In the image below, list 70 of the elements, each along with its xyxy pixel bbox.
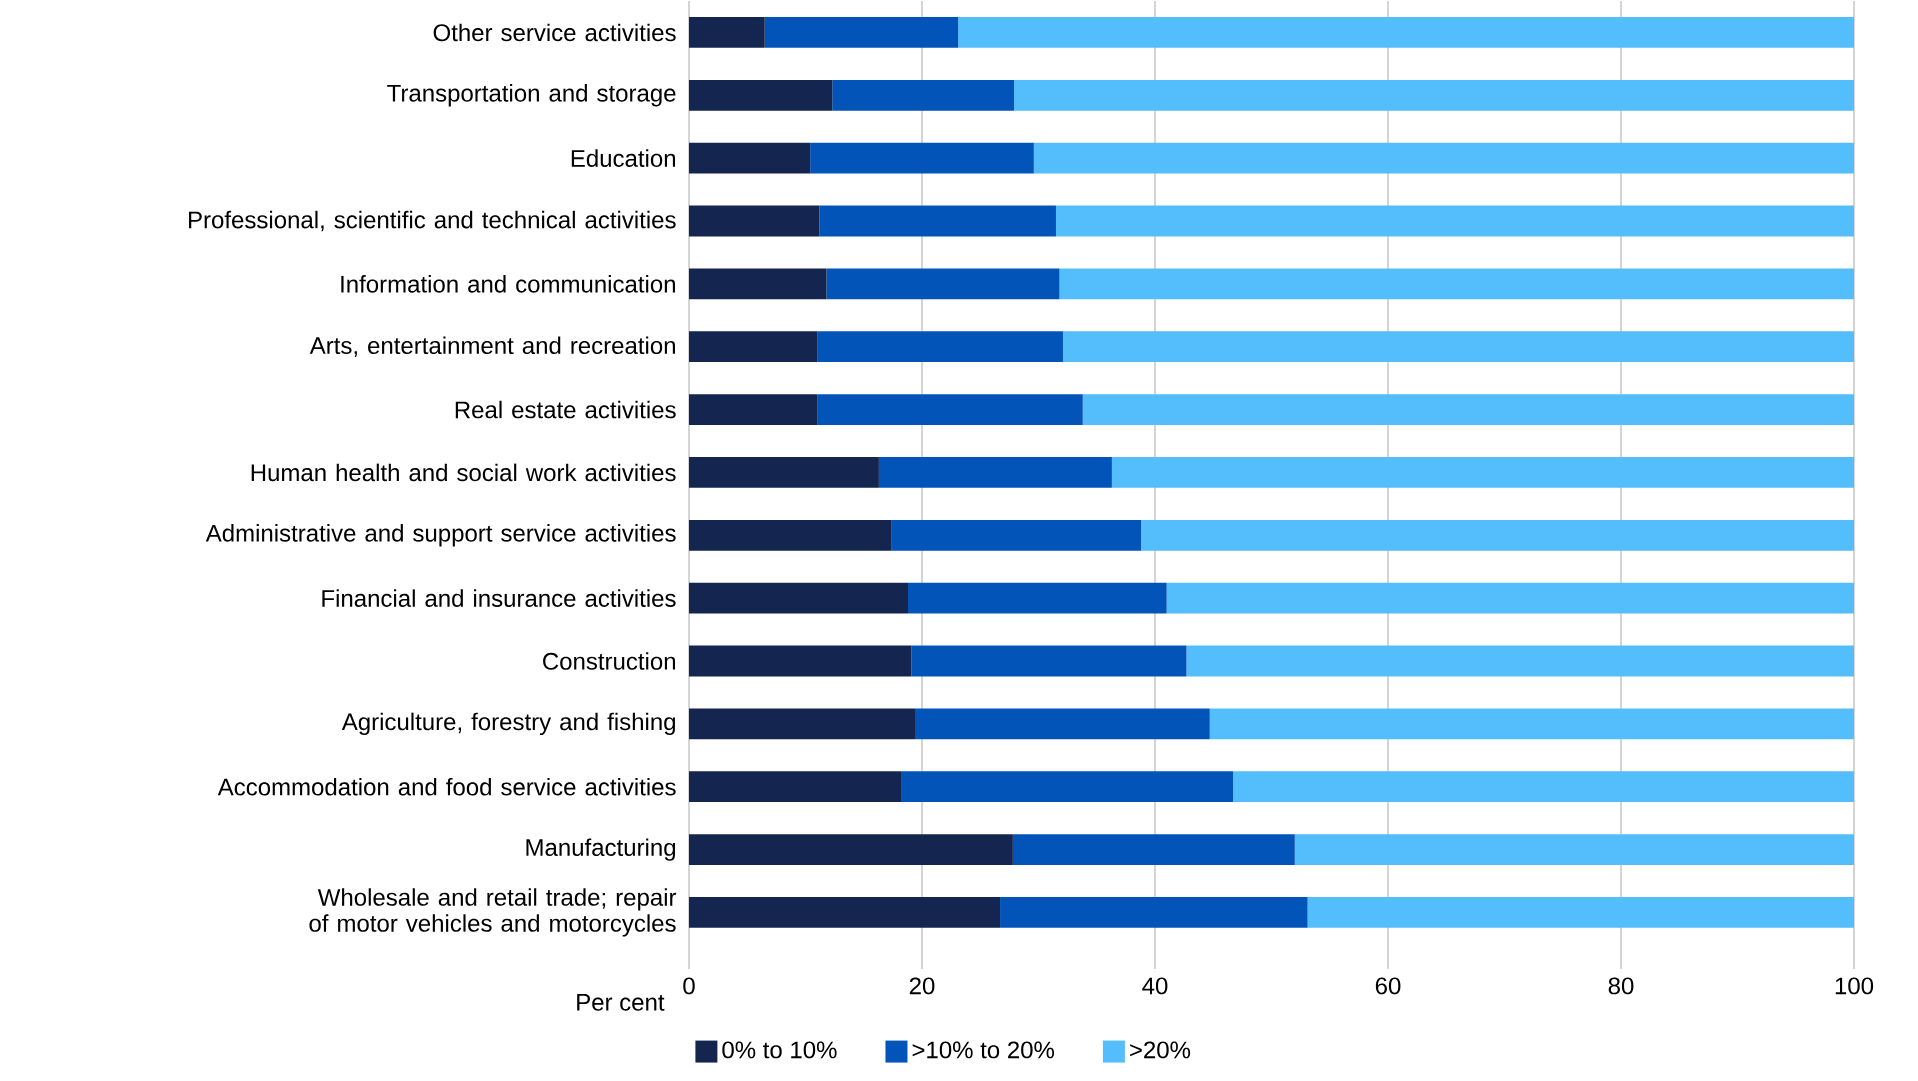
y-tick-label: Financial and insurance activities: [322, 589, 676, 607]
bar: [1186, 645, 1854, 677]
bar: [1059, 268, 1854, 300]
bar: [878, 457, 1112, 488]
bar: [689, 331, 818, 363]
bar: [1062, 331, 1854, 363]
bar: [1082, 394, 1854, 425]
bar: [911, 645, 1187, 677]
bar: [689, 394, 818, 425]
bar: [915, 708, 1210, 740]
y-tick-label: Agriculture, forestry and fishing: [341, 712, 675, 736]
bar: [689, 268, 827, 300]
y-tick-label: Administrative and support service activities: [205, 524, 676, 547]
x-tick-label: 40: [1142, 977, 1168, 995]
y-tick-label: Education: [571, 149, 676, 167]
bar: [1014, 79, 1854, 111]
bar: [1141, 519, 1854, 551]
bar: [901, 771, 1234, 803]
bar: [1111, 457, 1854, 488]
y-tick-label: Accommodation and food service activities: [217, 777, 676, 796]
y-tick-label: Human health and social work activities: [251, 463, 676, 482]
bar: [1033, 142, 1854, 174]
x-axis-title: Per cent: [577, 994, 665, 1011]
bar: [689, 142, 811, 174]
x-tick-label: 60: [1375, 977, 1401, 995]
bar: [958, 17, 1854, 48]
bar: [689, 519, 892, 551]
y-tick-label: Arts, entertainment and recreation: [309, 336, 675, 357]
y-tick-label: Professional, scientific and technical activities: [189, 210, 676, 232]
bar: [689, 645, 912, 677]
bar: [1012, 834, 1295, 865]
y-tick-label: Transportation and storage: [387, 84, 676, 107]
bar: [819, 205, 1056, 237]
y-tick-label: Construction: [543, 652, 676, 670]
bar: [1233, 771, 1854, 803]
bar: [1166, 582, 1854, 614]
bar: [1307, 897, 1854, 928]
y-tick-label: Manufacturing: [526, 838, 676, 861]
bar: [817, 394, 1083, 425]
y-tick-label: Real estate activities: [455, 400, 676, 419]
bar: [764, 17, 959, 48]
bar: [810, 142, 1034, 174]
y-tick-label: Other service activities: [433, 23, 676, 42]
legend-label: >20%: [1130, 1041, 1191, 1059]
bar: [689, 708, 916, 740]
bar: [689, 205, 820, 237]
legend-label: 0% to 10%: [722, 1041, 837, 1059]
bar: [1000, 897, 1308, 928]
bar: [689, 79, 833, 111]
bar: [832, 79, 1015, 111]
bar: [1209, 708, 1854, 740]
bar: [891, 519, 1142, 551]
bar: [689, 457, 879, 488]
bar: [689, 582, 909, 614]
y-tick-label: Information and communication: [341, 275, 675, 293]
bar: [1055, 205, 1854, 237]
x-tick-label: 80: [1608, 977, 1634, 995]
x-tick-label: 0: [683, 977, 695, 995]
bar: [689, 897, 1001, 928]
bar: [689, 834, 1013, 865]
legend-label: >10% to 20%: [912, 1041, 1055, 1059]
y-tick-label: Wholesale and retail trade; repair of motor vehicles and motorcycles: [309, 888, 677, 937]
bar: [826, 268, 1060, 300]
bar: [1294, 834, 1854, 865]
x-tick-label: 20: [909, 977, 935, 995]
x-tick-label: 100: [1835, 977, 1874, 995]
bar: [817, 331, 1063, 363]
bar: [908, 582, 1167, 614]
bar: [689, 771, 902, 803]
bar: [689, 17, 765, 48]
